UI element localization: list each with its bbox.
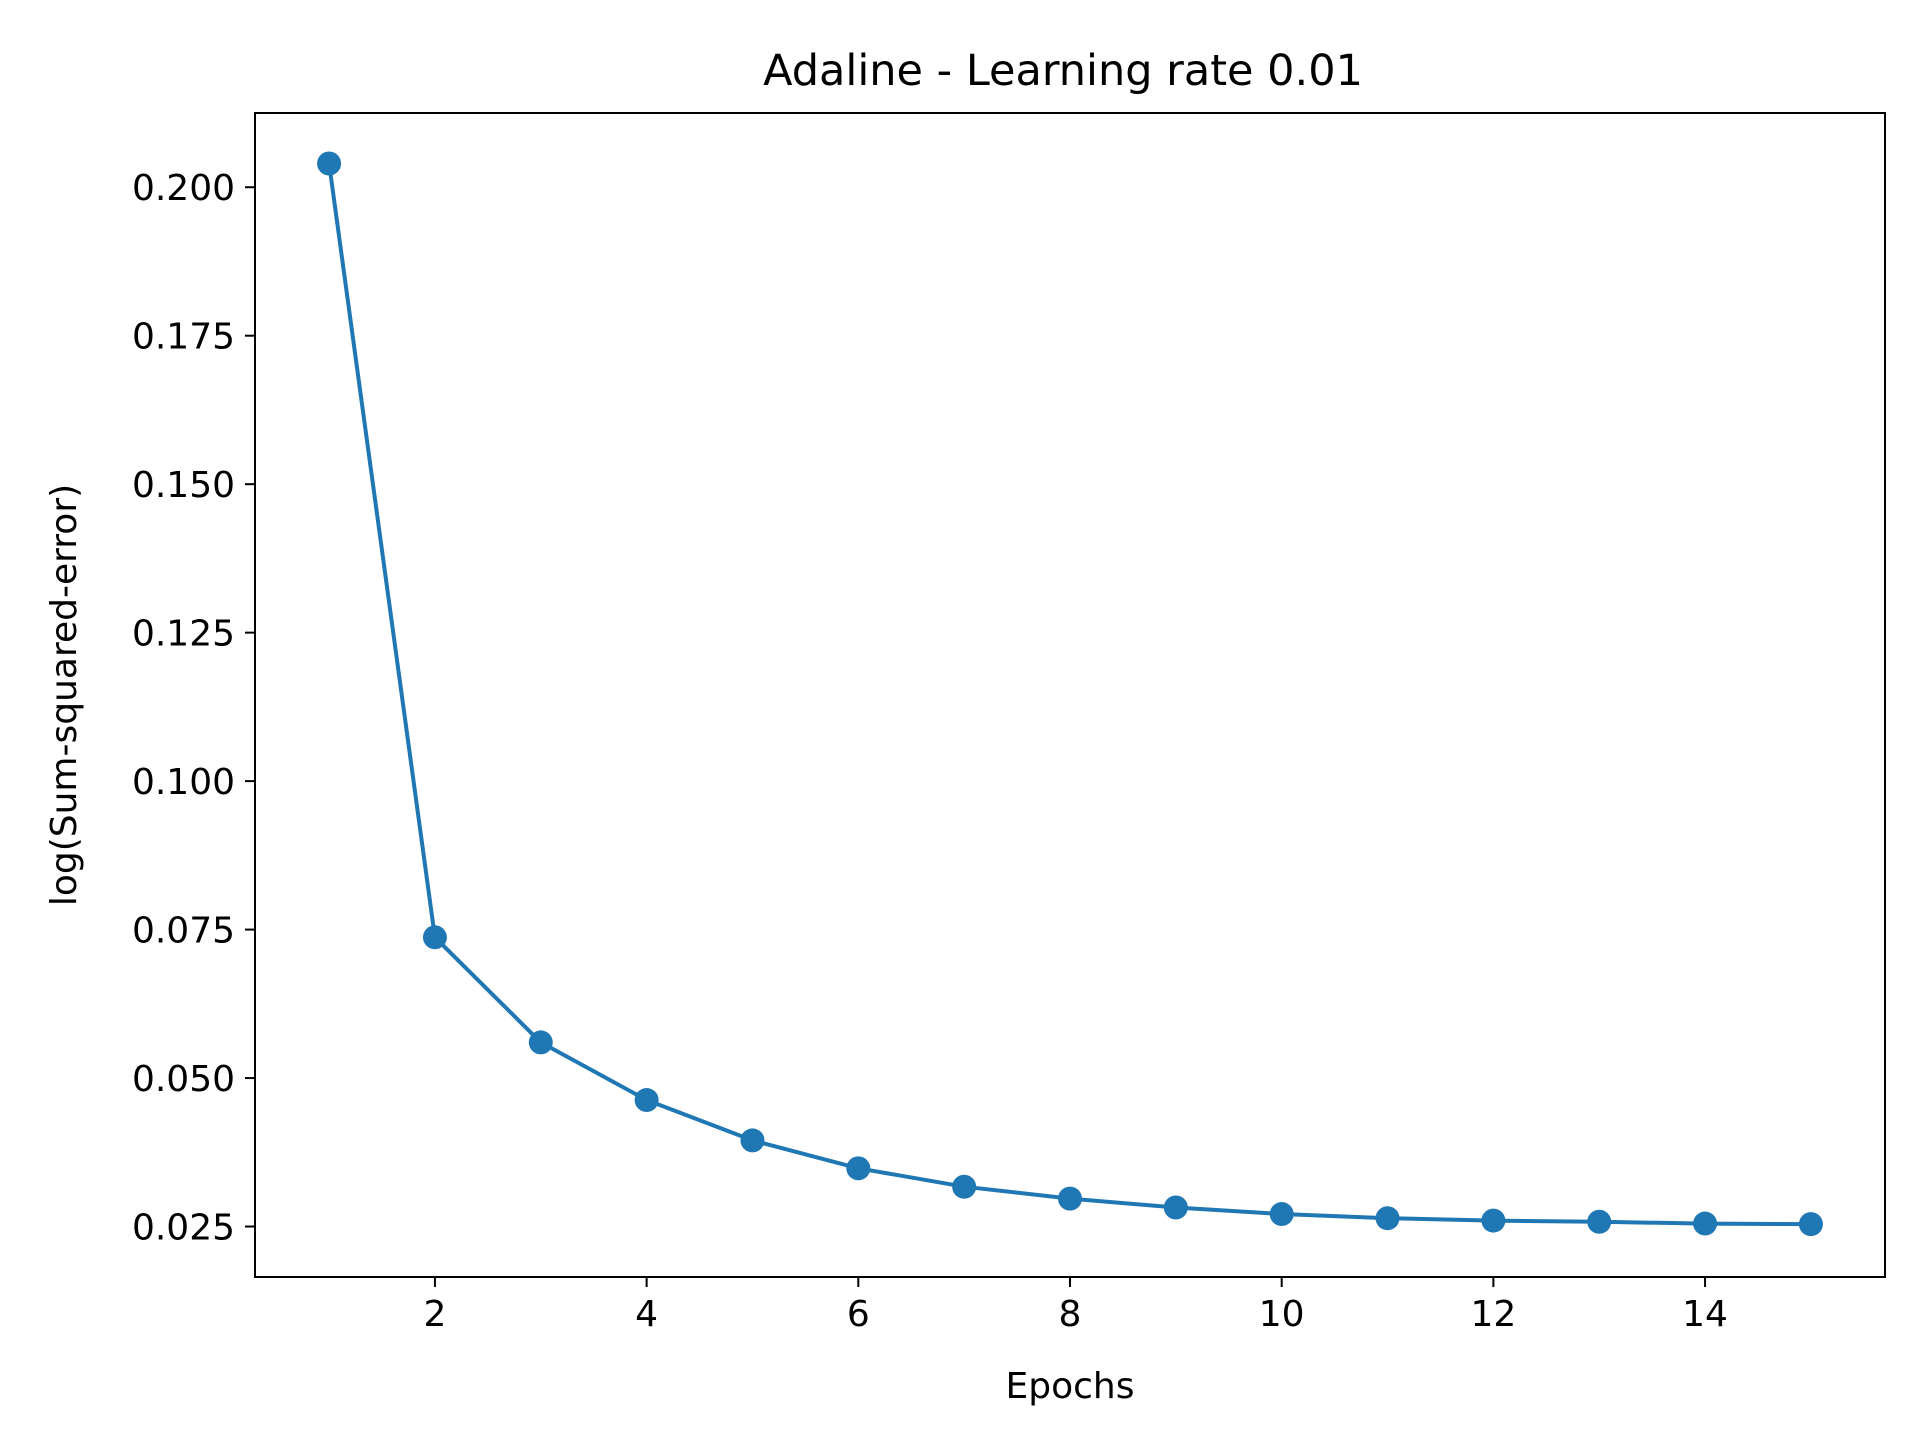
y-tick-label: 0.025 [132, 1208, 235, 1249]
y-tick-label: 0.200 [132, 168, 235, 209]
x-axis-label: Epochs [1006, 1366, 1135, 1407]
chart-title: Adaline - Learning rate 0.01 [763, 46, 1363, 96]
y-tick-label: 0.125 [132, 614, 235, 655]
x-tick-label: 12 [1470, 1294, 1516, 1335]
y-tick-label: 0.175 [132, 317, 235, 358]
data-point [1375, 1206, 1400, 1231]
data-point [846, 1156, 871, 1181]
x-tick-label: 2 [423, 1294, 446, 1335]
data-point [952, 1174, 977, 1199]
y-axis-ticks: 0.025 0.050 0.075 0.100 0.125 0.150 0.175 0.200 [132, 168, 255, 1249]
data-point [1269, 1202, 1294, 1227]
x-tick-label: 4 [635, 1294, 658, 1335]
data-point [1693, 1211, 1718, 1236]
data-point [1163, 1195, 1188, 1220]
y-axis-label: log(Sum-squared-error) [44, 484, 85, 906]
y-tick-label: 0.150 [132, 465, 235, 506]
x-axis-ticks: 2 4 6 8 10 12 14 [423, 1277, 1728, 1335]
data-point [1481, 1208, 1506, 1233]
plot-frame [254, 112, 1886, 1278]
data-point [740, 1128, 765, 1153]
x-tick-label: 10 [1259, 1294, 1305, 1335]
x-tick-label: 14 [1682, 1294, 1728, 1335]
data-point [422, 925, 447, 950]
plot-background [255, 113, 1885, 1277]
data-point [1058, 1186, 1082, 1211]
y-tick-label: 0.100 [132, 762, 235, 803]
data-point [528, 1030, 553, 1055]
data-point [1587, 1209, 1612, 1234]
x-tick-label: 8 [1059, 1294, 1082, 1335]
series-layer [317, 151, 1823, 1237]
data-point [634, 1088, 659, 1113]
x-tick-label: 6 [847, 1294, 870, 1335]
data-point [1798, 1212, 1823, 1237]
y-tick-label: 0.075 [132, 911, 235, 952]
y-tick-label: 0.050 [132, 1059, 235, 1100]
data-point [317, 151, 342, 176]
plot-area [255, 113, 1885, 1277]
